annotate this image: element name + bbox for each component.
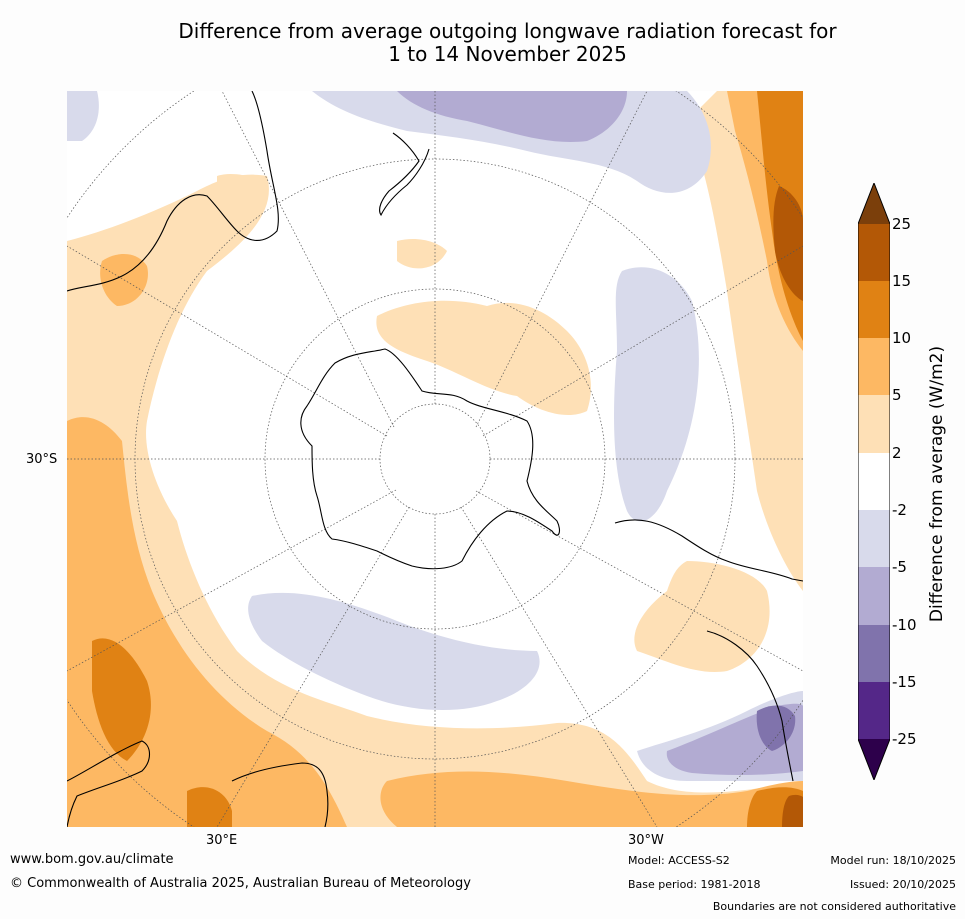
colorbar-tick-10: 10 — [892, 329, 912, 347]
colorbar-tick-5: 5 — [892, 386, 902, 404]
colorbar-tick-neg25: -25 — [892, 730, 917, 748]
new-zealand-coastline — [379, 132, 430, 217]
colorbar-extend-top — [858, 183, 890, 224]
lon-label-30w: 30°W — [628, 833, 664, 848]
anomaly-pos-light-west — [67, 174, 803, 827]
title-line-2: 1 to 14 November 2025 — [388, 42, 627, 66]
anomaly-neg-light-east — [614, 267, 699, 522]
footer-boundaries-note: Boundaries are not considered authoritat… — [712, 900, 956, 913]
colorbar-title: Difference from average (W/m2) — [927, 345, 947, 623]
anomaly-pos-med-south — [380, 771, 803, 827]
footer-copyright: © Commonwealth of Australia 2025, Austra… — [10, 876, 471, 891]
south-america-coastline-2 — [706, 630, 794, 782]
colorbar-swatch-2-neg2 — [858, 453, 890, 510]
colorbar-swatch-15-10 — [858, 281, 890, 338]
anomaly-pos-light-nw — [217, 174, 267, 203]
colorbar — [858, 183, 890, 780]
anomaly-pos-darkest-se — [782, 794, 803, 827]
title-line-1: Difference from average outgoing longwav… — [178, 19, 837, 43]
anomaly-pos-dark-sw — [187, 787, 232, 827]
madagascar-coastline — [231, 762, 329, 827]
colorbar-tick-neg5: -5 — [892, 558, 907, 576]
colorbar-swatch-25-15 — [858, 224, 890, 281]
anomaly-pos-darkest-east — [773, 186, 803, 301]
footer-model: Model: ACCESS-S2 — [628, 854, 730, 867]
colorbar-tick-25: 25 — [892, 215, 912, 233]
lat-label-30s: 30°S — [26, 452, 58, 467]
australia-coastline — [67, 91, 279, 292]
anomaly-pos-light-island — [397, 239, 447, 269]
colorbar-tick-neg10: -10 — [892, 616, 917, 634]
colorbar-swatch-5-2 — [858, 395, 890, 453]
colorbar-swatch-neg2-neg5 — [858, 510, 890, 567]
colorbar-swatch-10-5 — [858, 338, 890, 395]
antarctica-coastline — [300, 348, 561, 570]
colorbar-tick-15: 15 — [892, 272, 912, 290]
colorbar-extend-bottom — [858, 739, 890, 780]
colorbar-swatch-neg10-neg15 — [858, 625, 890, 682]
anomaly-pos-light-antarctic — [376, 300, 591, 416]
footer-issued: Issued: 20/10/2025 — [849, 878, 956, 891]
chart-title: Difference from average outgoing longwav… — [60, 20, 955, 66]
anomaly-pos-dark-west — [92, 638, 151, 761]
south-america-coastline — [614, 519, 803, 582]
colorbar-swatch-neg5-neg10 — [858, 567, 890, 625]
map-svg — [67, 91, 803, 827]
map-panel[interactable] — [67, 91, 803, 827]
lon-label-30e: 30°E — [206, 833, 238, 848]
colorbar-tick-2: 2 — [892, 444, 902, 462]
colorbar-swatch-neg15-neg25 — [858, 682, 890, 739]
colorbar-tick-neg15: -15 — [892, 673, 917, 691]
anomaly-neg-light-nw — [67, 91, 99, 141]
colorbar-tick-neg2: -2 — [892, 501, 907, 519]
graticule — [67, 91, 803, 827]
footer-model-run: Model run: 18/10/2025 — [830, 854, 956, 867]
anomaly-neg-med-north — [397, 91, 627, 142]
anomaly-neg-light-south — [248, 592, 540, 711]
footer-base-period: Base period: 1981-2018 — [628, 878, 761, 891]
africa-coastline — [67, 740, 151, 827]
footer-url[interactable]: www.bom.gov.au/climate — [10, 852, 174, 867]
